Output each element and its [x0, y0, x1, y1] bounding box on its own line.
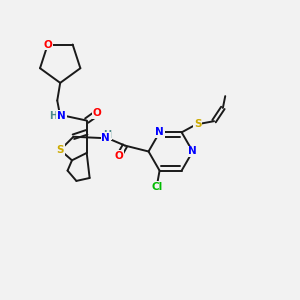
Text: N: N — [155, 127, 164, 137]
Text: S: S — [56, 145, 64, 155]
Text: O: O — [93, 108, 101, 118]
Text: N: N — [188, 146, 197, 157]
Text: N: N — [57, 111, 66, 121]
Text: Cl: Cl — [152, 182, 163, 192]
Text: H: H — [103, 130, 112, 140]
Text: S: S — [194, 118, 202, 128]
Text: N: N — [101, 133, 110, 143]
Text: H: H — [49, 111, 57, 121]
Text: O: O — [115, 151, 124, 161]
Text: O: O — [44, 40, 52, 50]
